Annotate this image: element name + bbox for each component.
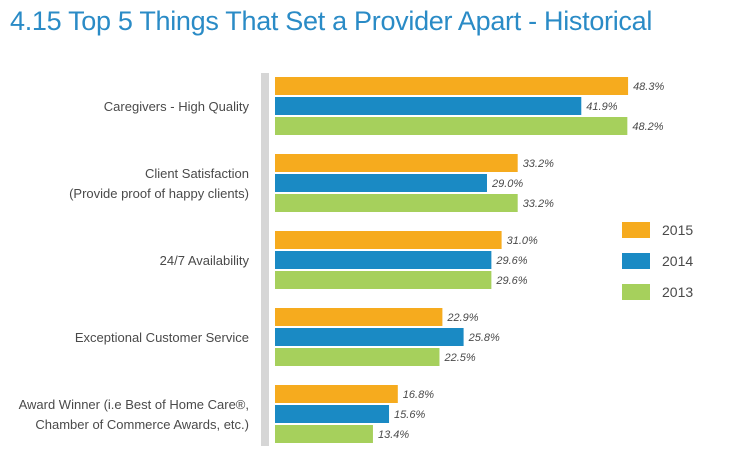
category-label-4: Exceptional Customer Service bbox=[75, 330, 249, 345]
value-label-2014-4: 25.8% bbox=[468, 332, 500, 344]
value-label-2014-3: 29.6% bbox=[495, 255, 527, 267]
value-label-2015-3: 31.0% bbox=[507, 235, 538, 247]
bar-2013-1 bbox=[275, 117, 628, 135]
value-label-2015-2: 33.2% bbox=[523, 158, 554, 170]
bar-2013-2 bbox=[275, 194, 518, 212]
bar-2015-4 bbox=[275, 308, 443, 326]
value-label-2013-4: 22.5% bbox=[443, 352, 475, 364]
category-label-5: Chamber of Commerce Awards, etc.) bbox=[35, 417, 249, 432]
legend-swatch-2013 bbox=[622, 284, 650, 300]
bar-2015-1 bbox=[275, 77, 629, 95]
category-labels-group: Caregivers - High Quality Client Satisfac… bbox=[19, 99, 250, 432]
chart-title: 4.15 Top 5 Things That Set a Provider Ap… bbox=[10, 6, 653, 36]
value-label-2013-3: 29.6% bbox=[495, 275, 527, 287]
bar-2013-5 bbox=[275, 425, 373, 443]
legend-swatch-2014 bbox=[622, 253, 650, 269]
bar-2015-5 bbox=[275, 385, 398, 403]
value-label-2015-4: 22.9% bbox=[446, 312, 478, 324]
bar-2015-2 bbox=[275, 154, 518, 172]
category-label-2: (Provide proof of happy clients) bbox=[69, 186, 249, 201]
category-label-5: Award Winner (i.e Best of Home Care®, bbox=[19, 397, 249, 412]
axis-bar bbox=[261, 73, 269, 446]
bars-group: 48.3% 41.9% 48.2% 33.2%29.0%33.2% 31.0% 29.6%… bbox=[275, 77, 664, 443]
bar-2015-3 bbox=[275, 231, 502, 249]
legend-label-2015: 2015 bbox=[662, 222, 693, 238]
value-label-2013-2: 33.2% bbox=[523, 198, 554, 210]
bar-2014-2 bbox=[275, 174, 487, 192]
category-label-1: Caregivers - High Quality bbox=[104, 99, 250, 114]
value-label-2013-1: 48.2% bbox=[632, 121, 663, 133]
legend: 2015 2014 2013 bbox=[622, 222, 693, 300]
bar-2014-4 bbox=[275, 328, 464, 346]
value-label-2015-5: 16.8% bbox=[403, 389, 434, 401]
legend-label-2014: 2014 bbox=[662, 253, 693, 269]
bar-2014-5 bbox=[275, 405, 390, 423]
value-label-2014-1: 41.9% bbox=[586, 101, 617, 113]
legend-swatch-2015 bbox=[622, 222, 650, 238]
legend-label-2013: 2013 bbox=[662, 284, 693, 300]
value-label-2014-2: 29.0% bbox=[491, 178, 523, 190]
bar-2014-3 bbox=[275, 251, 492, 269]
bar-2013-3 bbox=[275, 271, 492, 289]
value-label-2014-5: 15.6% bbox=[394, 409, 425, 421]
category-label-2: Client Satisfaction bbox=[145, 166, 249, 181]
category-label-3: 24/7 Availability bbox=[160, 253, 250, 268]
bar-2013-4 bbox=[275, 348, 440, 366]
bar-2014-1 bbox=[275, 97, 582, 115]
value-label-2015-1: 48.3% bbox=[633, 81, 664, 93]
value-label-2013-5: 13.4% bbox=[378, 429, 409, 441]
